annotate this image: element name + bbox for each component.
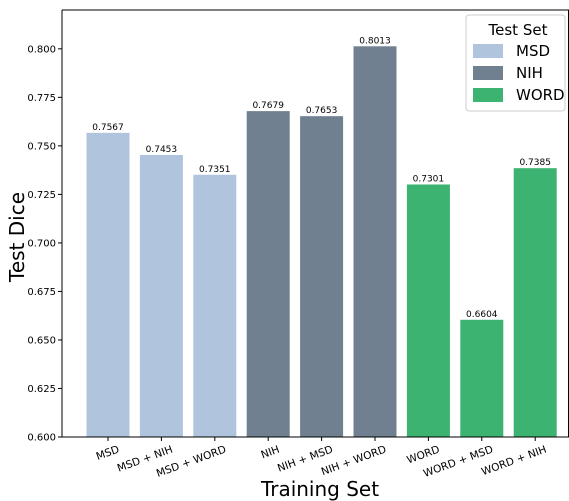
bar-value-label: 0.7567 (92, 123, 124, 133)
y-tick-label: 0.800 (27, 44, 56, 55)
x-tick-label: MSD (95, 444, 121, 463)
bar-value-label: 0.6604 (466, 310, 498, 320)
bar-value-label: 0.7453 (146, 145, 178, 155)
bar (139, 154, 183, 438)
bar (406, 184, 450, 437)
legend-frame (465, 14, 566, 112)
bar-value-label: 0.7653 (306, 106, 338, 116)
x-tick-label: NIH (259, 444, 281, 462)
bar-value-label: 0.7301 (413, 174, 445, 184)
legend-title: Test Set (488, 21, 548, 39)
legend-swatch (473, 88, 503, 102)
bar-value-label: 0.8013 (359, 36, 391, 46)
y-tick-label: 0.600 (27, 433, 56, 444)
bar-value-label: 0.7385 (519, 158, 551, 168)
legend: Test Set MSD NIH WORD (465, 14, 566, 112)
bar (513, 168, 557, 438)
bar (193, 174, 237, 437)
bar-value-label: 0.7351 (199, 165, 231, 175)
value-labels-group: 0.7567 0.7453 0.7351 0.7679 0.7653 0.8013 0.73… (92, 36, 551, 319)
legend-entry-label: MSD (516, 42, 550, 60)
legend-entry-label: NIH (516, 64, 543, 82)
bar (353, 46, 397, 438)
y-axis-label: Test Dice (5, 192, 29, 283)
legend-swatch (473, 66, 503, 80)
y-tick-label: 0.700 (27, 238, 56, 249)
y-tick-label: 0.750 (27, 141, 56, 152)
bar (460, 319, 504, 437)
legend-swatch (473, 44, 503, 58)
y-axis-ticks: 0.600 0.625 0.650 0.675 0.700 0.725 0.750 0.775… (27, 44, 62, 444)
bar (300, 116, 344, 437)
y-tick-label: 0.625 (27, 384, 56, 395)
legend-entry-label: WORD (516, 86, 565, 104)
x-axis-label: Training Set (260, 477, 379, 501)
y-tick-label: 0.650 (27, 335, 56, 346)
y-tick-label: 0.675 (27, 287, 56, 298)
bar (86, 132, 130, 437)
bar (246, 111, 290, 437)
bars-group (86, 46, 557, 438)
bar-value-label: 0.7679 (252, 101, 284, 111)
y-tick-label: 0.775 (27, 93, 56, 104)
y-tick-label: 0.725 (27, 190, 56, 201)
